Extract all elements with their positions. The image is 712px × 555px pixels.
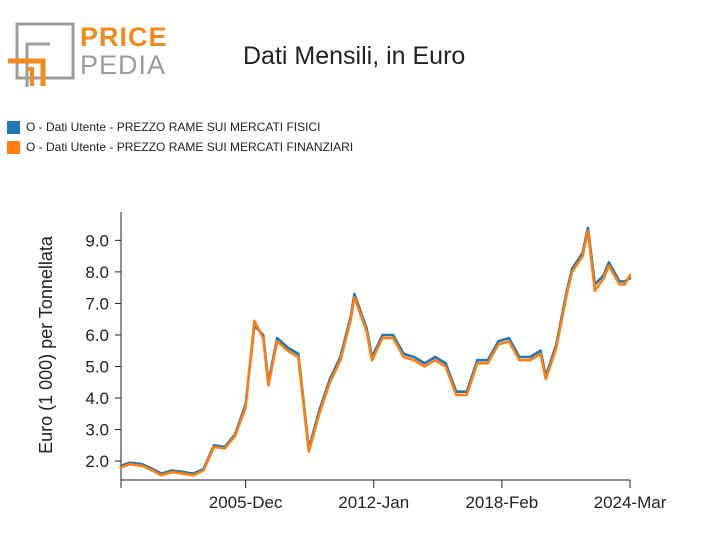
y-tick-label: 6.0 [85,326,109,345]
y-tick-label: 9.0 [85,231,109,250]
x-axis: 2005-Dec 2012-Jan 2018-Feb 2024-Mar [120,479,667,512]
x-tick-label: 2012-Jan [338,493,409,512]
legend-item-finanziari[interactable]: O - Dati Utente - PREZZO RAME SUI MERCAT… [7,139,353,155]
legend-swatch-fisici [7,120,20,134]
logo-word-pedia: PEDIA [80,50,167,80]
legend-swatch-finanziari [7,140,20,154]
legend-item-fisici[interactable]: O - Dati Utente - PREZZO RAME SUI MERCAT… [7,119,320,135]
y-tick-label: 3.0 [85,421,109,440]
y-tick-label: 2.0 [85,452,109,471]
y-tick-label: 5.0 [85,357,109,376]
plot-area [119,226,632,477]
chart-title: Dati Mensili, in Euro [243,42,466,70]
legend-label-fisici: O - Dati Utente - PREZZO RAME SUI MERCAT… [26,120,321,134]
x-tick-label: 2018-Feb [465,493,538,512]
y-tick-label: 4.0 [85,389,109,408]
logo-word-price: PRICE [80,22,168,52]
x-tick-label: 2024-Mar [594,493,667,512]
series-line-finanziari [119,229,632,477]
y-axis: 2.0 3.0 4.0 5.0 6.0 7.0 8.0 9.0 [85,212,122,480]
x-tick-label: 2005-Dec [209,493,283,512]
y-tick-label: 8.0 [85,263,109,282]
pricepedia-logo-icon [8,22,75,87]
y-tick-label: 7.0 [85,294,109,313]
y-axis-label: Euro (1 000) per Tonnellata [36,235,56,454]
legend-label-finanziari: O - Dati Utente - PREZZO RAME SUI MERCAT… [26,140,354,154]
